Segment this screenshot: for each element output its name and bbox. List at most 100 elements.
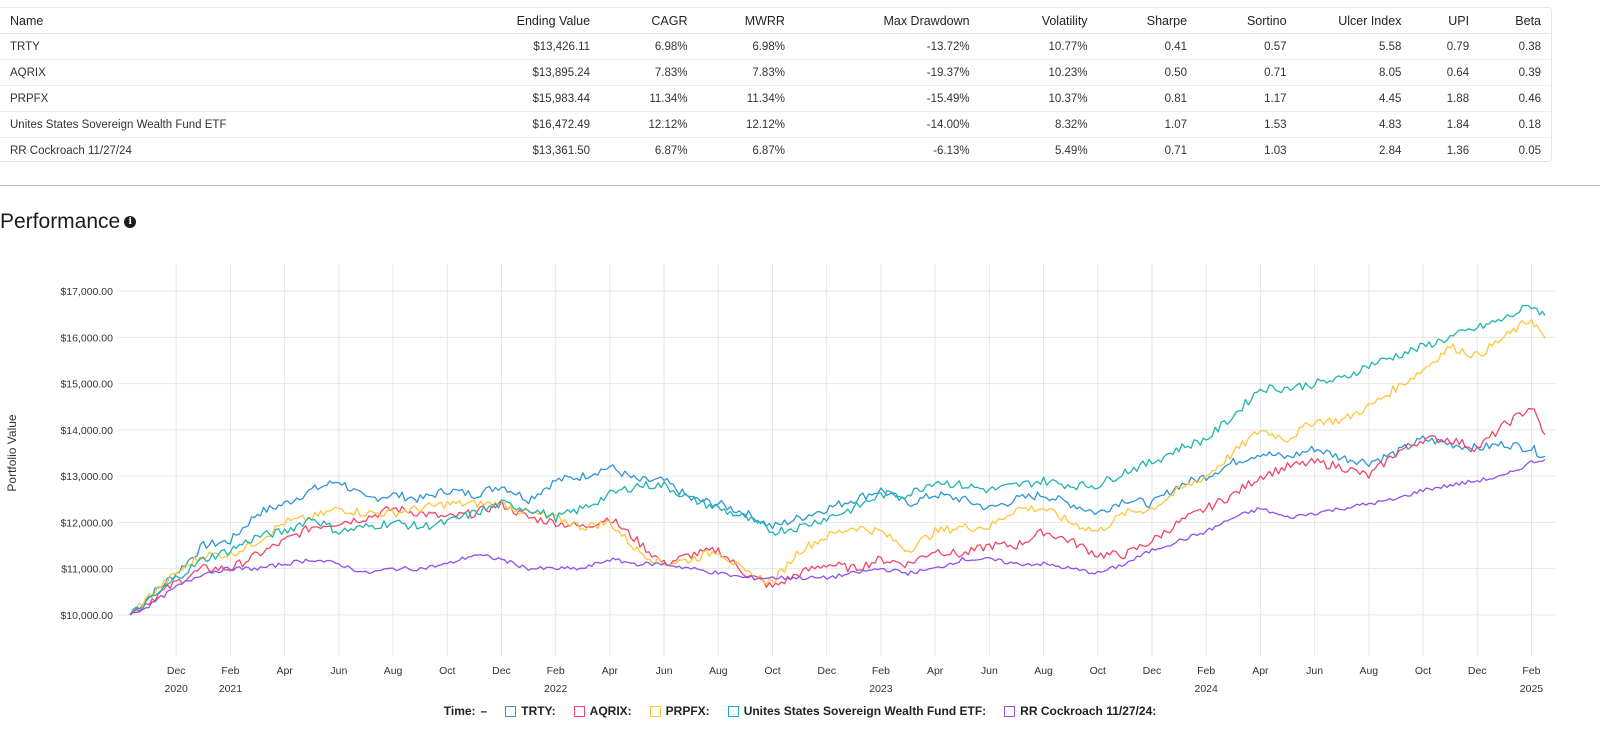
- portfolio-name-cell: RR Cockroach 11/27/24: [10, 144, 132, 157]
- info-icon[interactable]: i: [124, 216, 137, 228]
- legend-label: TRTY:: [521, 704, 556, 718]
- column-header[interactable]: CAGR: [600, 8, 698, 34]
- metric-cell: 0.18: [1479, 111, 1551, 138]
- legend-swatch-icon: [505, 705, 517, 717]
- series-line-prpfx: [129, 318, 1546, 616]
- x-tick-label: Dec: [1143, 665, 1162, 677]
- table-row: TRTY $13,426.11 6.98% 6.98% -13.72% 10.77% 0.4…: [0, 33, 1551, 60]
- metric-cell: 1.53: [1197, 111, 1297, 138]
- metric-cell: 12.12%: [600, 111, 698, 138]
- metric-cell: -13.72%: [794, 33, 980, 60]
- x-tick-label: Feb: [1522, 665, 1540, 677]
- legend-label: AQRIX:: [589, 704, 632, 718]
- metric-cell: $16,472.49: [348, 111, 601, 138]
- portfolio-name-cell: PRPFX: [0, 85, 349, 112]
- metric-cell: 0.57: [1197, 33, 1297, 60]
- y-tick-label: $14,000.00: [60, 425, 113, 437]
- metric-cell: 8.32%: [979, 111, 1098, 138]
- x-tick-year-label: 2021: [219, 683, 243, 695]
- x-tick-label: Apr: [602, 665, 619, 677]
- portfolio-name-cell: Unites States Sovereign Wealth Fund ETF: [0, 111, 349, 138]
- column-header[interactable]: Sharpe: [1097, 8, 1198, 34]
- metric-cell: 5.58: [1296, 33, 1412, 60]
- x-tick-label: Oct: [764, 665, 780, 677]
- metric-cell: 0.71: [1197, 59, 1297, 86]
- y-axis-label: Portfolio Value: [5, 414, 19, 491]
- legend-item[interactable]: RR Cockroach 11/27/24:: [1004, 704, 1156, 718]
- metric-cell: 10.23%: [979, 59, 1098, 86]
- x-tick-year-label: 2023: [869, 683, 893, 695]
- column-header[interactable]: Sortino: [1197, 8, 1297, 34]
- x-tick-year-label: 2022: [544, 683, 568, 695]
- y-tick-label: $16,000.00: [60, 332, 113, 344]
- legend-label: RR Cockroach 11/27/24:: [1020, 704, 1157, 718]
- column-header[interactable]: Name: [0, 8, 349, 34]
- metric-cell: $13,426.11: [348, 33, 601, 60]
- metric-cell: -14.00%: [794, 111, 980, 138]
- column-header[interactable]: Max Drawdown: [794, 8, 980, 34]
- column-header[interactable]: Volatility: [979, 8, 1098, 34]
- legend-item[interactable]: Unites States Sovereign Wealth Fund ETF:: [727, 704, 987, 718]
- performance-chart[interactable]: Dec 2020 Feb 2021 Apr Jun Aug Oct Dec Feb 2022 Apr J…: [0, 240, 1600, 705]
- metric-cell: $15,983.44: [348, 85, 601, 112]
- metric-cell: 11.34%: [600, 85, 698, 112]
- metric-cell: 1.03: [1264, 144, 1287, 157]
- metric-cell: 6.87%: [752, 144, 785, 157]
- x-tick-label: Apr: [927, 665, 944, 677]
- legend-item[interactable]: PRPFX:: [649, 704, 710, 718]
- legend-swatch-icon: [727, 705, 739, 717]
- x-tick-label: Dec: [167, 665, 186, 677]
- legend-label: Unites States Sovereign Wealth Fund ETF:: [743, 704, 987, 718]
- metric-cell: 4.45: [1296, 85, 1412, 112]
- x-tick-label: Jun: [656, 665, 673, 677]
- x-tick-label: Aug: [1034, 665, 1053, 677]
- metrics-table-card: Name Ending Value CAGR MWRR Max Drawdown Vola…: [0, 7, 1552, 162]
- metric-cell: 0.38: [1479, 33, 1551, 60]
- metric-cell: $13,895.24: [348, 59, 601, 86]
- metric-cell: 10.37%: [979, 85, 1098, 112]
- x-tick-label: Aug: [1359, 665, 1378, 677]
- metric-cell: 0.79: [1411, 33, 1480, 60]
- metric-cell: 2.84: [1379, 144, 1402, 157]
- x-tick-label: Oct: [1090, 665, 1106, 677]
- metric-cell: 6.98%: [600, 33, 698, 60]
- series-line-unites-states-sovereign-wealth-fund-etf: [129, 304, 1546, 616]
- legend-item[interactable]: AQRIX:: [573, 704, 632, 718]
- metric-cell: 1.17: [1197, 85, 1297, 112]
- series-line-trty: [129, 435, 1546, 616]
- legend-item[interactable]: TRTY:: [505, 704, 556, 718]
- section-divider: [0, 185, 1600, 186]
- legend-swatch-icon: [649, 705, 661, 717]
- portfolio-name-cell: AQRIX: [0, 59, 349, 86]
- column-header[interactable]: Ulcer Index: [1296, 8, 1412, 34]
- metric-cell: 0.81: [1097, 85, 1198, 112]
- metric-cell: 0.71: [1164, 144, 1188, 157]
- performance-heading: Performance i: [0, 210, 137, 234]
- x-tick-label: Oct: [439, 665, 455, 677]
- y-tick-label: $10,000.00: [60, 610, 113, 622]
- table-row: PRPFX $15,983.44 11.34% 11.34% -15.49% 10.37%…: [0, 85, 1551, 112]
- metric-cell: 1.88: [1411, 85, 1480, 112]
- column-header[interactable]: MWRR: [697, 8, 795, 34]
- metric-cell: -6.13%: [933, 144, 970, 157]
- x-tick-year-label: 2025: [1520, 683, 1544, 695]
- metric-cell: 1.36: [1446, 144, 1470, 157]
- legend-time: Time: –: [444, 704, 487, 718]
- metric-cell: 10.77%: [979, 33, 1098, 60]
- column-header[interactable]: Beta: [1479, 8, 1551, 34]
- metric-cell: -19.37%: [794, 59, 980, 86]
- x-tick-label: Feb: [547, 665, 565, 677]
- metric-cell: 7.83%: [697, 59, 795, 86]
- performance-title: Performance: [0, 210, 121, 233]
- table-row: Unites States Sovereign Wealth Fund ETF $…: [0, 111, 1551, 138]
- column-header[interactable]: Ending Value: [348, 8, 601, 34]
- y-tick-label: $11,000.00: [61, 564, 113, 576]
- metric-cell: 1.07: [1097, 111, 1198, 138]
- y-tick-label: $17,000.00: [60, 286, 113, 298]
- metric-cell: 0.41: [1097, 33, 1198, 60]
- column-header[interactable]: UPI: [1411, 8, 1480, 34]
- metric-cell: 7.83%: [600, 59, 698, 86]
- metric-cell: 0.64: [1411, 59, 1480, 86]
- x-tick-label: Apr: [276, 665, 293, 677]
- y-tick-label: $15,000.00: [60, 379, 113, 391]
